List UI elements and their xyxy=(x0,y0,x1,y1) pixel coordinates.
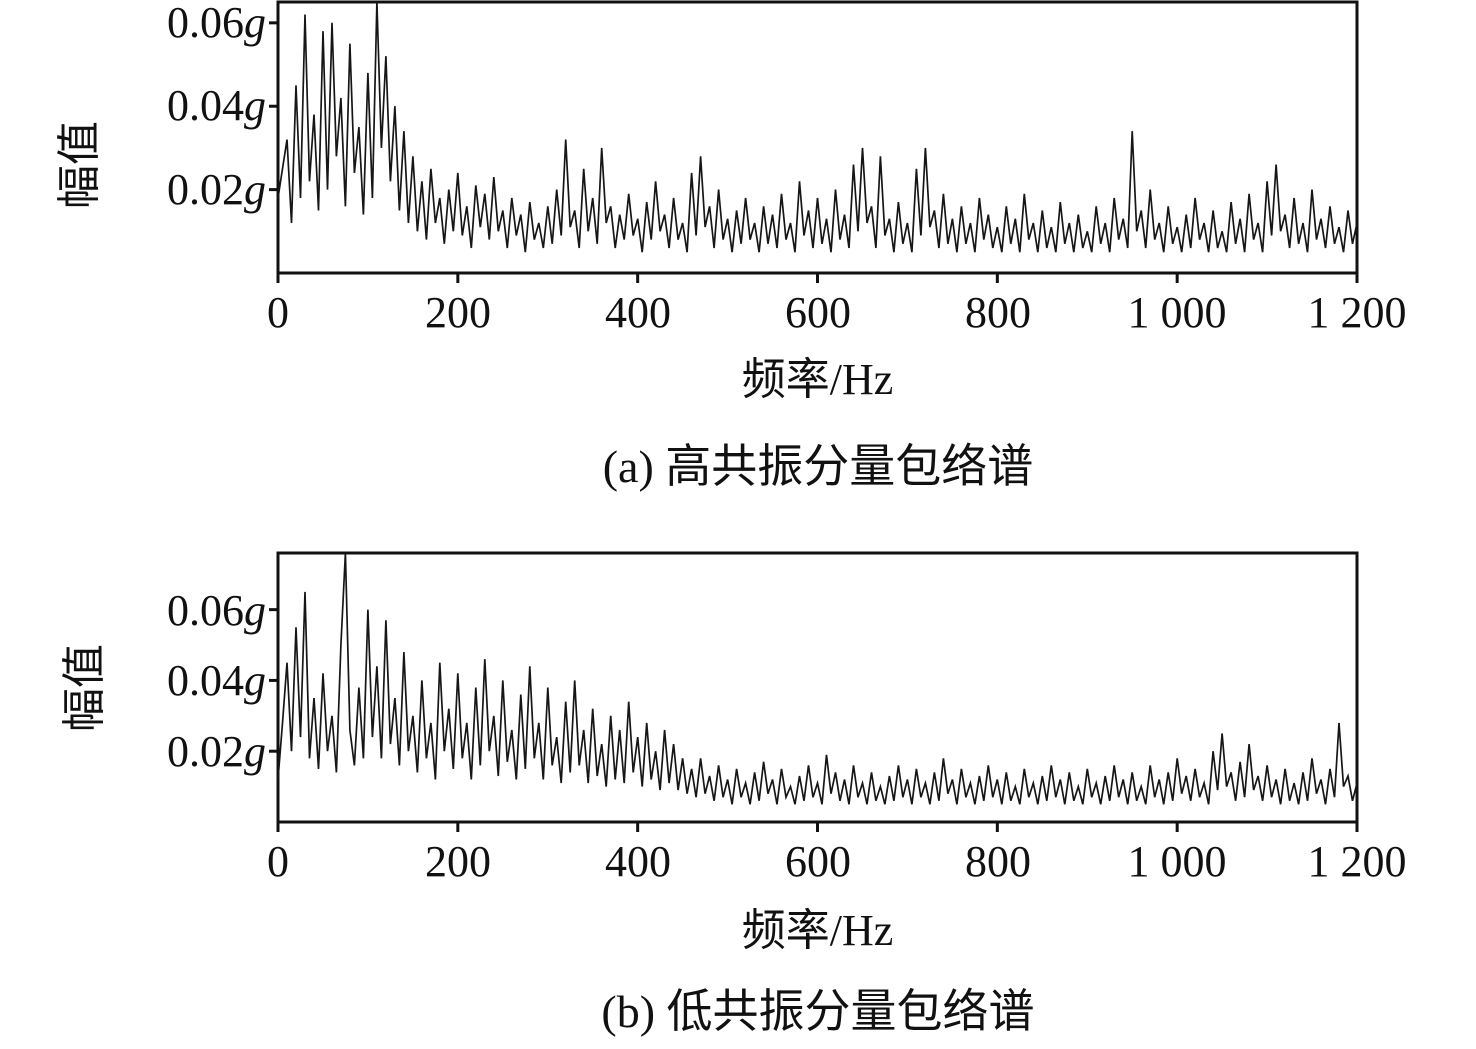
unit-g: g xyxy=(244,0,266,47)
y-tick-label-a-0.06: 0.06g xyxy=(86,0,266,49)
y-tick-label-a-0.04: 0.04g xyxy=(86,80,266,132)
y-tick-value: 0.06 xyxy=(167,0,244,47)
spectrum-plot-a xyxy=(269,0,1359,283)
unit-g: g xyxy=(244,656,266,705)
x-tick-a-600: 600 xyxy=(785,288,851,337)
y-tick-value: 0.02 xyxy=(167,727,244,776)
y-tick-label-b-0.04: 0.04g xyxy=(86,655,266,707)
x-tick-a-200: 200 xyxy=(425,288,491,337)
unit-g: g xyxy=(244,165,266,214)
caption-a: (a) 高共振分量包络谱 xyxy=(602,441,1034,492)
y-tick-label-a-0.02: 0.02g xyxy=(86,164,266,216)
x-tick-a-800: 800 xyxy=(965,288,1031,337)
x-tick-a-400: 400 xyxy=(605,288,671,337)
x-axis-title-a: 频率/Hz xyxy=(741,355,894,404)
x-tick-b-800: 800 xyxy=(965,837,1031,886)
x-tick-a-1200: 1 200 xyxy=(1307,288,1407,337)
spectrum-plot-b xyxy=(269,551,1359,832)
unit-g: g xyxy=(244,81,266,130)
y-tick-value: 0.02 xyxy=(167,165,244,214)
y-tick-value: 0.06 xyxy=(167,586,244,635)
unit-g: g xyxy=(244,727,266,776)
x-tick-b-200: 200 xyxy=(425,837,491,886)
unit-g: g xyxy=(244,586,266,635)
x-tick-b-0: 0 xyxy=(267,837,289,886)
x-tick-b-400: 400 xyxy=(605,837,671,886)
x-axis-title-b: 频率/Hz xyxy=(741,906,894,955)
y-tick-label-b-0.02: 0.02g xyxy=(86,726,266,778)
x-tick-b-1200: 1 200 xyxy=(1307,837,1407,886)
x-tick-b-600: 600 xyxy=(785,837,851,886)
y-tick-value: 0.04 xyxy=(167,656,244,705)
y-tick-label-b-0.06: 0.06g xyxy=(86,585,266,637)
caption-b: (b) 低共振分量包络谱 xyxy=(601,986,1035,1037)
x-tick-a-0: 0 xyxy=(267,288,289,337)
x-tick-b-1000: 1 000 xyxy=(1127,837,1227,886)
y-tick-value: 0.04 xyxy=(167,81,244,130)
x-tick-a-1000: 1 000 xyxy=(1127,288,1227,337)
